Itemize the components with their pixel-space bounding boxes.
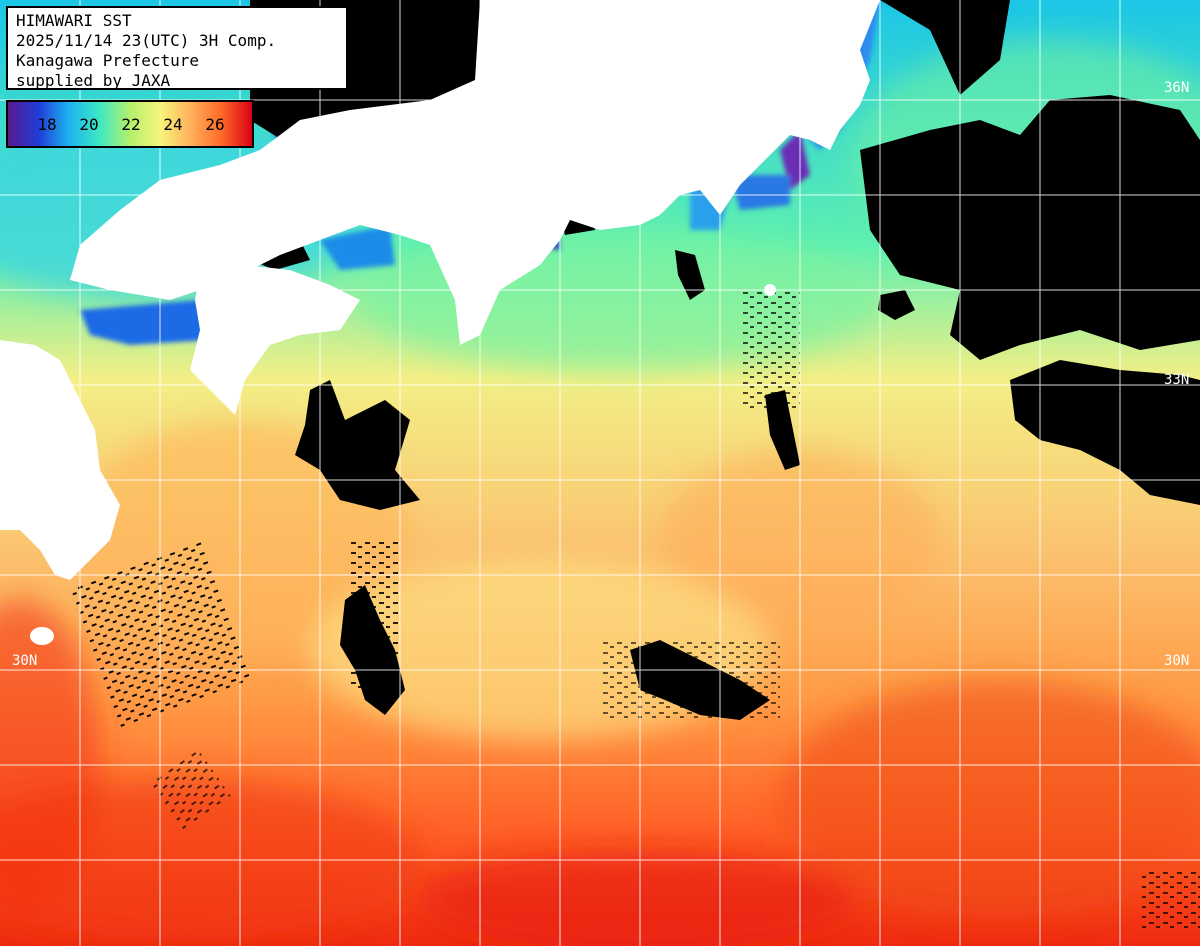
map-info-box: HIMAWARI SST 2025/11/14 23(UTC) 3H Comp.…: [6, 6, 348, 90]
legend-tick-24: 24: [163, 115, 183, 134]
lat-label-33n-right: 33N: [1164, 372, 1190, 388]
data-credit: supplied by JAXA: [16, 71, 171, 90]
product-title: HIMAWARI SST: [16, 11, 132, 30]
lat-label-36n-right: 36N: [1164, 80, 1190, 96]
legend-tick-22: 22: [121, 115, 141, 134]
kyushu-land: [0, 340, 120, 580]
shikoku-land: [190, 265, 360, 415]
lat-label-30n-right: 30N: [1164, 653, 1190, 669]
temperature-legend: 18 20 22 24 26: [6, 100, 254, 148]
publisher: Kanagawa Prefecture: [16, 51, 200, 70]
lat-label-30n-left: 30N: [12, 653, 38, 669]
observation-time: 2025/11/14 23(UTC) 3H Comp.: [16, 31, 277, 50]
land-masses: [0, 0, 880, 645]
kii-peninsula: [520, 195, 560, 240]
lon-label-136e: 136E: [482, 2, 498, 36]
legend-tick-18: 18: [37, 115, 57, 134]
lat-label-33n-left: 33N: [8, 372, 34, 388]
legend-color-bar: [8, 102, 252, 146]
legend-tick-26: 26: [205, 115, 225, 134]
legend-tick-20: 20: [79, 115, 99, 134]
honshu-land: [70, 0, 880, 345]
